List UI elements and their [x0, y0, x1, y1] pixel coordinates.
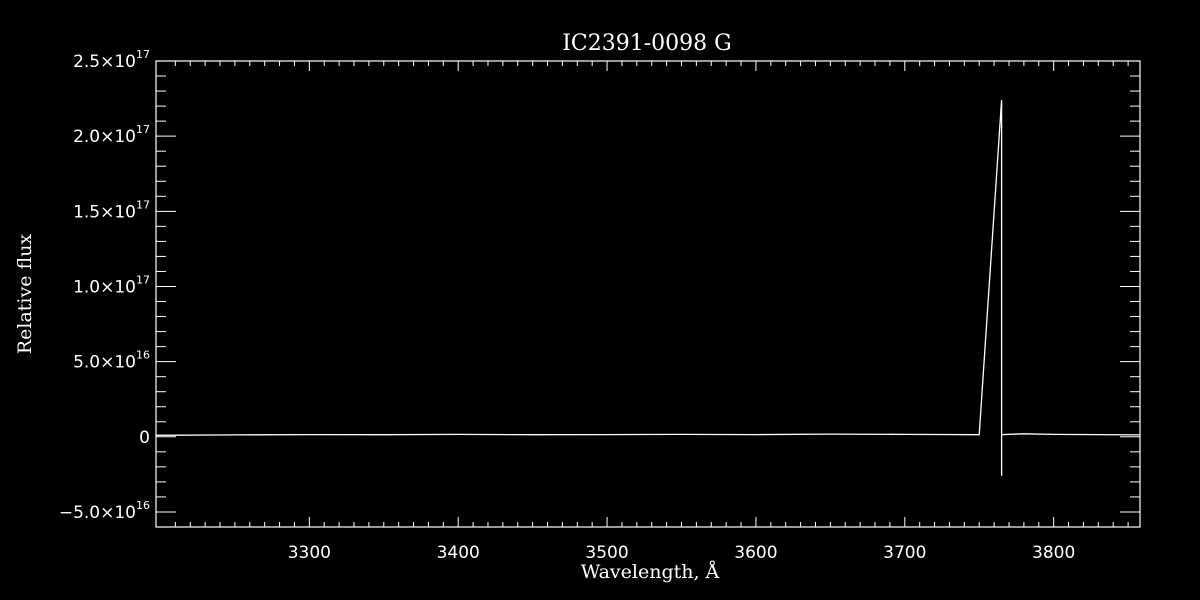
x-tick-label: 3600: [734, 543, 777, 563]
y-tick-label: 2.5×1017: [73, 48, 150, 72]
x-tick-label: 3800: [1032, 543, 1075, 563]
y-tick-label: −5.0×1016: [59, 499, 150, 523]
x-tick-label: 3500: [585, 543, 628, 563]
spectrum-line: [155, 100, 1141, 476]
x-tick-label: 3400: [437, 543, 480, 563]
axis-ticks: [156, 60, 1140, 528]
x-axis-label: Wavelength, Å: [581, 561, 720, 583]
x-tick-label: 3700: [883, 543, 926, 563]
y-tick-label: 1.5×1017: [73, 198, 150, 222]
y-tick-label: 5.0×1016: [73, 349, 150, 373]
x-tick-labels: 3300 3400 3500 3600 3700 3800: [288, 543, 1076, 563]
y-tick-label: 2.0×1017: [73, 123, 150, 147]
y-tick-label: 0: [139, 428, 150, 448]
chart-title: IC2391-0098 G: [562, 31, 732, 56]
x-tick-label: 3300: [288, 543, 331, 563]
spectrum-series: [155, 100, 1141, 476]
y-axis-label: Relative flux: [14, 234, 36, 355]
y-tick-labels: −5.0×1016 0 5.0×1016 1.0×1017 1.5×1017 2.0×10…: [59, 48, 150, 523]
y-tick-label: 1.0×1017: [73, 273, 150, 297]
plot-frame: [155, 60, 1141, 528]
